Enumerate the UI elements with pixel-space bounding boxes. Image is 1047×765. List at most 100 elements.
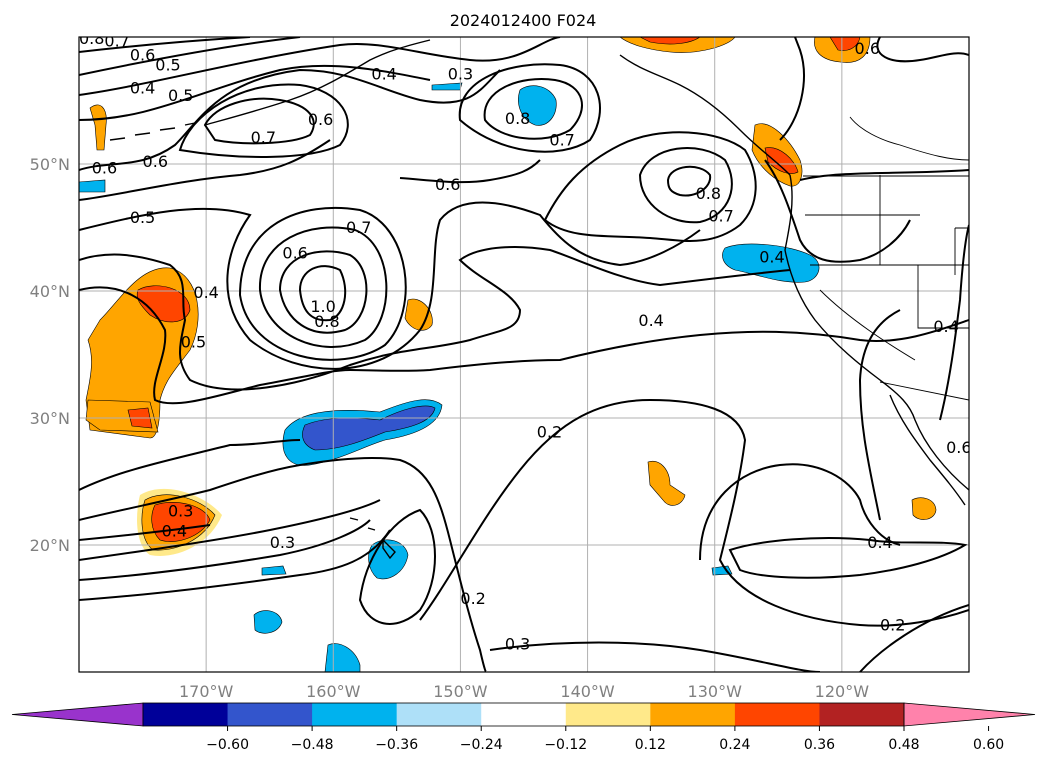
contour-line bbox=[79, 201, 701, 370]
contour-line bbox=[859, 604, 969, 672]
contour-line bbox=[483, 78, 583, 140]
contour-line bbox=[79, 64, 431, 121]
warm-field-west-1-core bbox=[136, 285, 191, 323]
contour-line bbox=[79, 68, 501, 171]
contour-line bbox=[203, 97, 315, 145]
longitude-tick-labels: 170°W 160°W 150°W 140°W 130°W 120°W bbox=[179, 682, 869, 701]
map-title: 2024012400 F024 bbox=[450, 11, 597, 30]
contour-line bbox=[79, 37, 561, 96]
contour-line bbox=[399, 159, 541, 184]
alaska-peninsula-coast bbox=[204, 39, 431, 126]
colorbar-extend-high bbox=[903, 702, 1036, 727]
contour-label: 0.4 bbox=[193, 283, 218, 302]
contour-line bbox=[728, 537, 968, 579]
contour-line bbox=[79, 499, 381, 561]
colorbar-tick-label: −0.24 bbox=[460, 737, 503, 753]
cold-field-california bbox=[722, 243, 820, 283]
cold-field-south-1 bbox=[253, 610, 283, 634]
contour-label: 0.6 bbox=[92, 158, 117, 177]
colorbar-segment bbox=[481, 703, 567, 726]
longitude-tick-label: 160°W bbox=[306, 682, 361, 701]
latitude-tick-label: 50°N bbox=[30, 155, 70, 174]
contour-line bbox=[258, 226, 388, 348]
warm-field-northwest bbox=[89, 104, 107, 151]
contour-line bbox=[764, 159, 911, 263]
contour-line bbox=[79, 37, 301, 76]
warm-field-east-1 bbox=[647, 460, 686, 506]
contour-line bbox=[79, 246, 791, 391]
contour-line bbox=[79, 286, 969, 405]
contour-lines bbox=[79, 37, 969, 672]
colorbar-tick-label: −0.36 bbox=[375, 737, 418, 753]
colorbar-segment bbox=[396, 703, 482, 726]
contour-label: 0.4 bbox=[933, 317, 958, 336]
contour-label: 0.5 bbox=[130, 208, 155, 227]
colorbar-tick-label: 0.48 bbox=[888, 737, 919, 753]
colorbar-segment bbox=[734, 703, 820, 726]
cold-field-north bbox=[518, 85, 557, 126]
contour-label: 0.4 bbox=[759, 247, 784, 266]
longitude-tick-label: 150°W bbox=[433, 682, 488, 701]
map-frame bbox=[78, 36, 970, 673]
contour-line bbox=[358, 508, 436, 625]
cold-field-small-1 bbox=[261, 565, 287, 576]
latitude-tick-label: 20°N bbox=[30, 536, 70, 555]
contour-label: 0.5 bbox=[155, 55, 180, 74]
coastlines bbox=[109, 39, 969, 560]
colorbar-tick-label: −0.60 bbox=[206, 737, 249, 753]
contour-label: 0.4 bbox=[638, 311, 663, 330]
contour-line bbox=[178, 83, 349, 158]
contour-label: 0.3 bbox=[505, 635, 530, 654]
pacific-northwest-coast bbox=[784, 174, 969, 491]
contour-line bbox=[699, 463, 901, 561]
state-border bbox=[819, 289, 916, 361]
contour-label: 0.6 bbox=[435, 175, 460, 194]
contour-label: 0.3 bbox=[168, 501, 193, 520]
contour-label: 0.6 bbox=[130, 45, 155, 64]
alaska-panhandle-coast bbox=[619, 54, 791, 176]
contour-label: 0.6 bbox=[308, 110, 333, 129]
colorbar-segment bbox=[819, 703, 905, 726]
contour-label: 0.6 bbox=[946, 438, 971, 457]
contour-label: 0.2 bbox=[537, 423, 562, 442]
contour-line bbox=[79, 456, 487, 672]
contour-line bbox=[79, 524, 211, 541]
warm-field-baja bbox=[911, 497, 937, 520]
contour-label: 0.7 bbox=[549, 130, 574, 149]
contour-line bbox=[489, 641, 821, 672]
political-borders bbox=[803, 116, 969, 401]
colorbar-extend-low bbox=[11, 702, 144, 727]
contour-line bbox=[799, 169, 969, 181]
contour-label: 0.7 bbox=[104, 31, 129, 50]
colorbar-segment bbox=[312, 703, 398, 726]
cold-field-central-core bbox=[302, 405, 436, 451]
cold-field-small-4 bbox=[79, 179, 106, 193]
map-panel: 0.8 0.70.60.50.4 0.50.70.60.4 0.30.6 0.60.50… bbox=[79, 29, 971, 672]
colorbar-tick-label: 0.60 bbox=[973, 737, 1004, 753]
colorbar-segment bbox=[143, 703, 229, 726]
state-border bbox=[917, 265, 969, 329]
cold-field-hawaii bbox=[368, 539, 409, 580]
contour-label: 1.0 bbox=[310, 297, 335, 316]
longitude-tick-label: 170°W bbox=[179, 682, 234, 701]
contour-line bbox=[79, 37, 251, 53]
contour-line bbox=[543, 131, 757, 242]
contour-label: 0.8 bbox=[79, 29, 104, 48]
contour-line bbox=[939, 224, 969, 421]
baja-california-coast bbox=[889, 394, 966, 506]
warm-field-southwest-core bbox=[151, 502, 211, 542]
contour-label: 0.4 bbox=[130, 78, 155, 97]
contour-line bbox=[638, 147, 733, 224]
contour-line bbox=[79, 139, 331, 201]
longitude-tick-label: 140°W bbox=[560, 682, 615, 701]
contour-label: 0.8 bbox=[696, 184, 721, 203]
contour-label: 0.6 bbox=[282, 243, 307, 262]
colorbar-outline bbox=[142, 702, 905, 727]
colorbar-tick-label: 0.24 bbox=[719, 737, 750, 753]
latitude-tick-label: 40°N bbox=[30, 282, 70, 301]
longitude-tick-label: 130°W bbox=[688, 682, 743, 701]
colorbar-tick-label: −0.48 bbox=[291, 737, 334, 753]
contour-label: 0.2 bbox=[460, 589, 485, 608]
contour-label: 0.4 bbox=[371, 64, 396, 83]
